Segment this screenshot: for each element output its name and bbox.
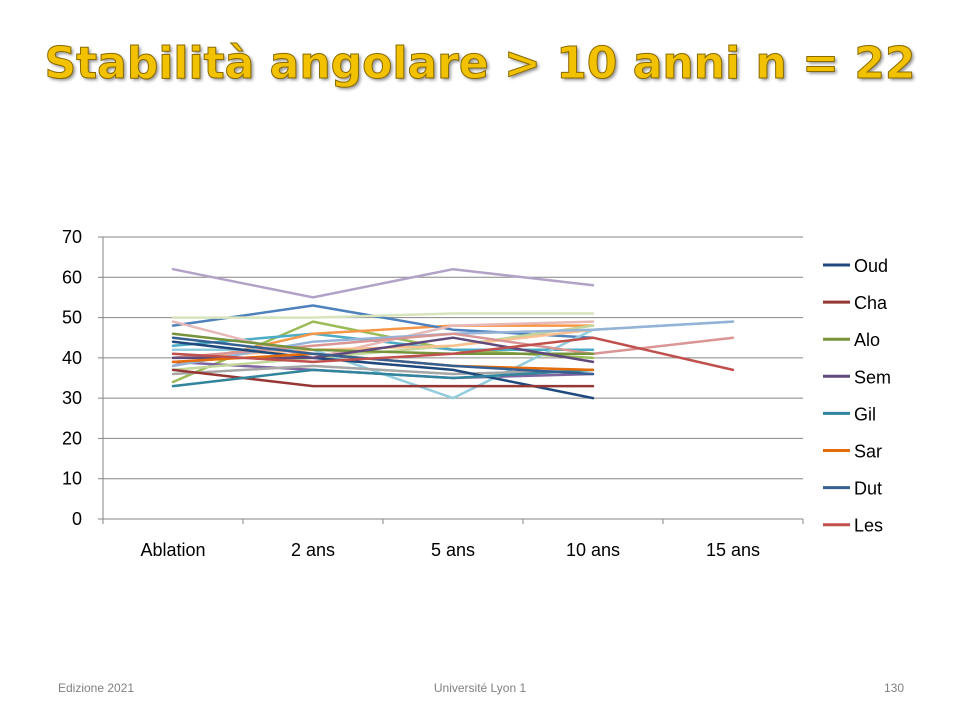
series-line-alo (171, 332, 595, 356)
legend-label: Alo (854, 330, 880, 350)
legend-label: Gil (854, 404, 876, 424)
y-tick-label: 60 (62, 267, 82, 287)
y-tick-label: 10 (62, 469, 82, 489)
footer-university: Université Lyon 1 (433, 681, 527, 695)
y-tick-label: 70 (62, 227, 82, 247)
series-line (171, 312, 595, 319)
x-tick-label: 5 ans (431, 540, 475, 560)
y-tick-label: 0 (72, 509, 82, 529)
series-lines (171, 267, 735, 400)
legend: Oud Cha Alo Sem Gil Sar Dut Les (823, 256, 891, 536)
y-tick-labels: 0 10 20 30 40 50 60 70 (62, 227, 82, 529)
series-line (171, 304, 595, 339)
y-tick-label: 40 (62, 348, 82, 368)
series-line (171, 364, 595, 376)
series-line-les (171, 336, 735, 372)
legend-label: Oud (854, 256, 888, 276)
series-line-oud (171, 340, 595, 400)
legend-label: Sem (854, 367, 891, 387)
y-tick-label: 20 (62, 428, 82, 448)
y-tick-label: 50 (62, 308, 82, 328)
series-line-gil (171, 368, 595, 388)
legend-label: Sar (854, 442, 882, 462)
legend-label: Dut (854, 479, 882, 499)
legend-label: Cha (854, 293, 888, 313)
footer-edition: Edizione 2021 (58, 681, 135, 695)
x-tick-label: 10 ans (566, 540, 620, 560)
axes (98, 236, 804, 524)
series-line-dut (171, 336, 595, 376)
legend-label: Les (854, 516, 883, 536)
series-line (171, 320, 595, 360)
x-tick-label: 2 ans (291, 540, 335, 560)
x-tick-label: 15 ans (706, 540, 760, 560)
y-tick-label: 30 (62, 388, 82, 408)
series-line (171, 267, 595, 299)
slide-number: 130 (883, 681, 904, 695)
x-tick-labels: Ablation 2 ans 5 ans 10 ans 15 ans (140, 540, 760, 560)
slide-title: Stabilità angolare > 10 anni n = 22 (44, 38, 916, 90)
x-tick-label: Ablation (140, 540, 205, 560)
